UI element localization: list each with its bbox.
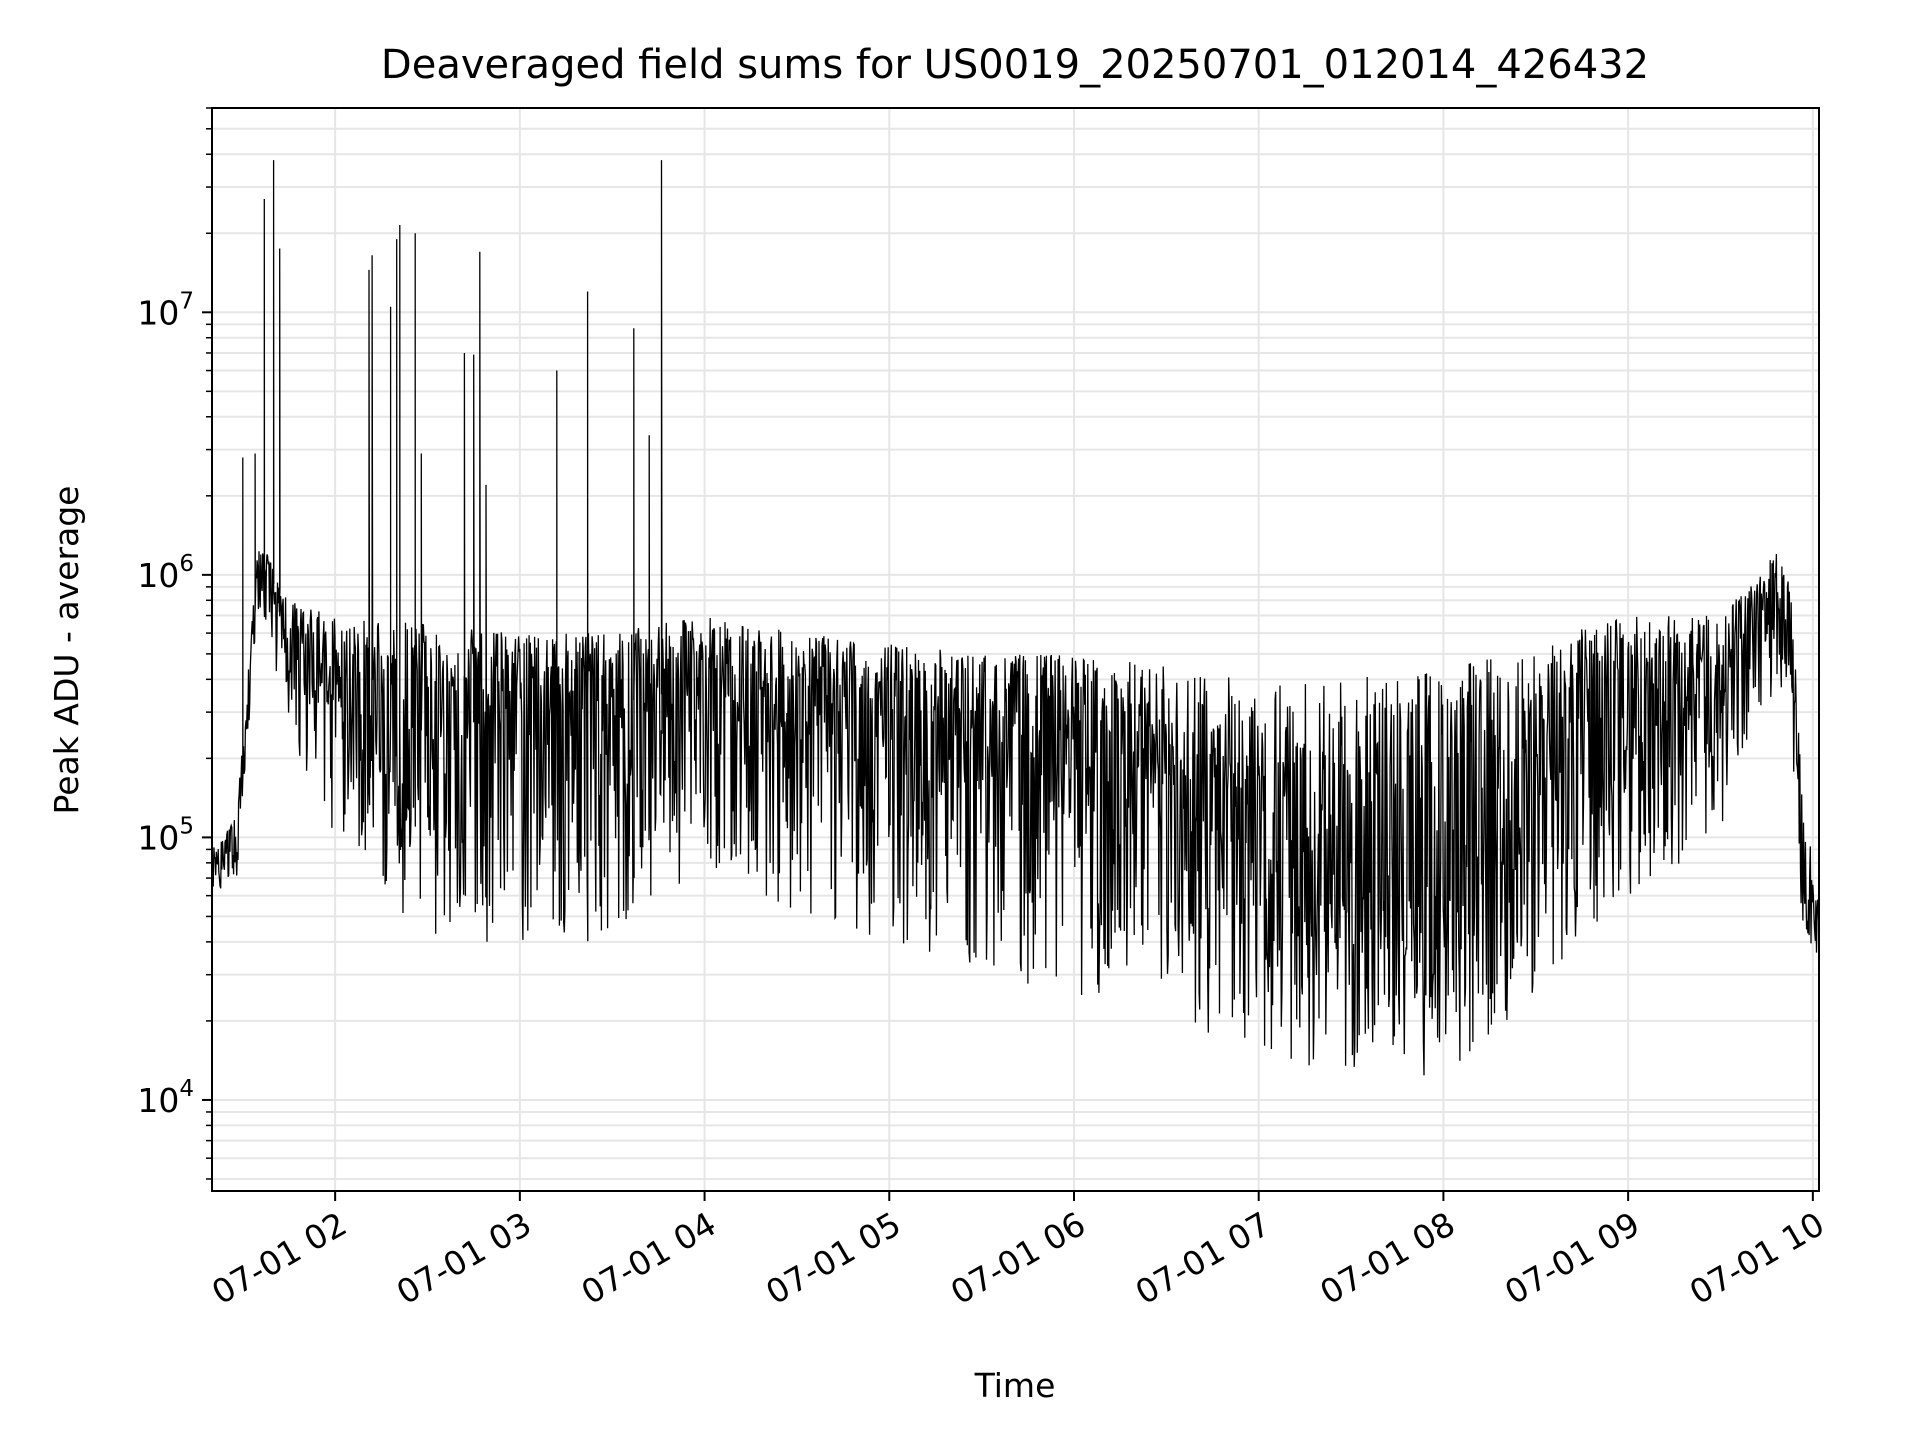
y-tick-label: 106 xyxy=(137,551,194,595)
x-axis-label: Time xyxy=(974,1366,1056,1405)
series-line xyxy=(212,160,1819,1076)
y-tick-label: 107 xyxy=(137,288,194,332)
y-axis-label: Peak ADU - average xyxy=(47,486,86,815)
y-tick-label: 105 xyxy=(137,813,194,857)
plot-area xyxy=(212,160,1819,1076)
y-tick-label: 104 xyxy=(137,1076,194,1120)
grid xyxy=(212,107,1819,1191)
plot-frame xyxy=(211,107,1820,1192)
chart-title: Deaveraged field sums for US0019_2025070… xyxy=(381,42,1649,88)
